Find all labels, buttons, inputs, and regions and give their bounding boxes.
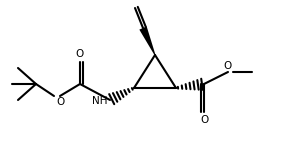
Text: O: O: [75, 49, 83, 59]
Text: O: O: [224, 61, 232, 71]
Text: O: O: [201, 115, 209, 125]
Text: O: O: [56, 97, 64, 107]
Polygon shape: [139, 26, 155, 55]
Text: NH: NH: [93, 96, 108, 106]
